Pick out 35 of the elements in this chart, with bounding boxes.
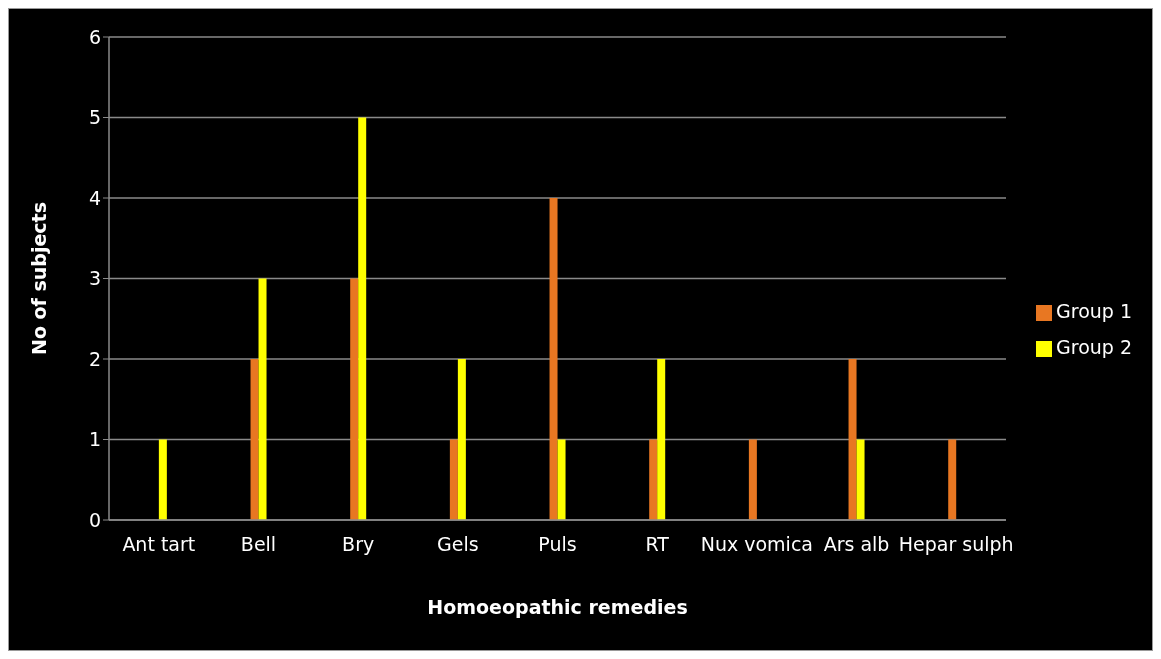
y-axis-title: No of subjects [27,202,50,355]
bar [258,278,267,520]
x-axis-title: Homoeopathic remedies [427,596,688,618]
x-tick-label: RT [645,533,670,556]
y-tick-label: 0 [88,508,101,531]
y-tick-label: 5 [88,106,101,129]
bar [856,439,865,520]
bar [350,278,359,520]
legend-label: Group 1 [1056,299,1132,322]
bar [848,359,857,520]
x-tick-label: Hepar sulph [898,533,1014,556]
bar [657,359,666,520]
legend-label: Group 2 [1056,335,1132,358]
bar [457,359,466,520]
bar [549,198,558,520]
y-tick-label: 6 [88,25,101,48]
bar [948,439,957,520]
x-tick-label: Puls [538,533,577,556]
y-tick-label: 4 [88,186,101,209]
y-tick-label: 3 [88,267,101,290]
bar [748,439,757,520]
y-tick-label: 1 [88,428,101,451]
bar [250,359,259,520]
x-tick-label: Ars alb [823,533,890,556]
bar [449,439,458,520]
bar [358,117,367,520]
bar [649,439,658,520]
x-tick-label: Bell [240,533,277,556]
bar [557,439,566,520]
bar [158,439,167,520]
x-tick-label: Ant tart [122,533,196,556]
y-tick-label: 2 [88,347,101,370]
x-tick-label: Gels [437,533,479,556]
x-tick-label: Nux vomica [700,533,813,556]
x-tick-label: Bry [342,533,375,556]
